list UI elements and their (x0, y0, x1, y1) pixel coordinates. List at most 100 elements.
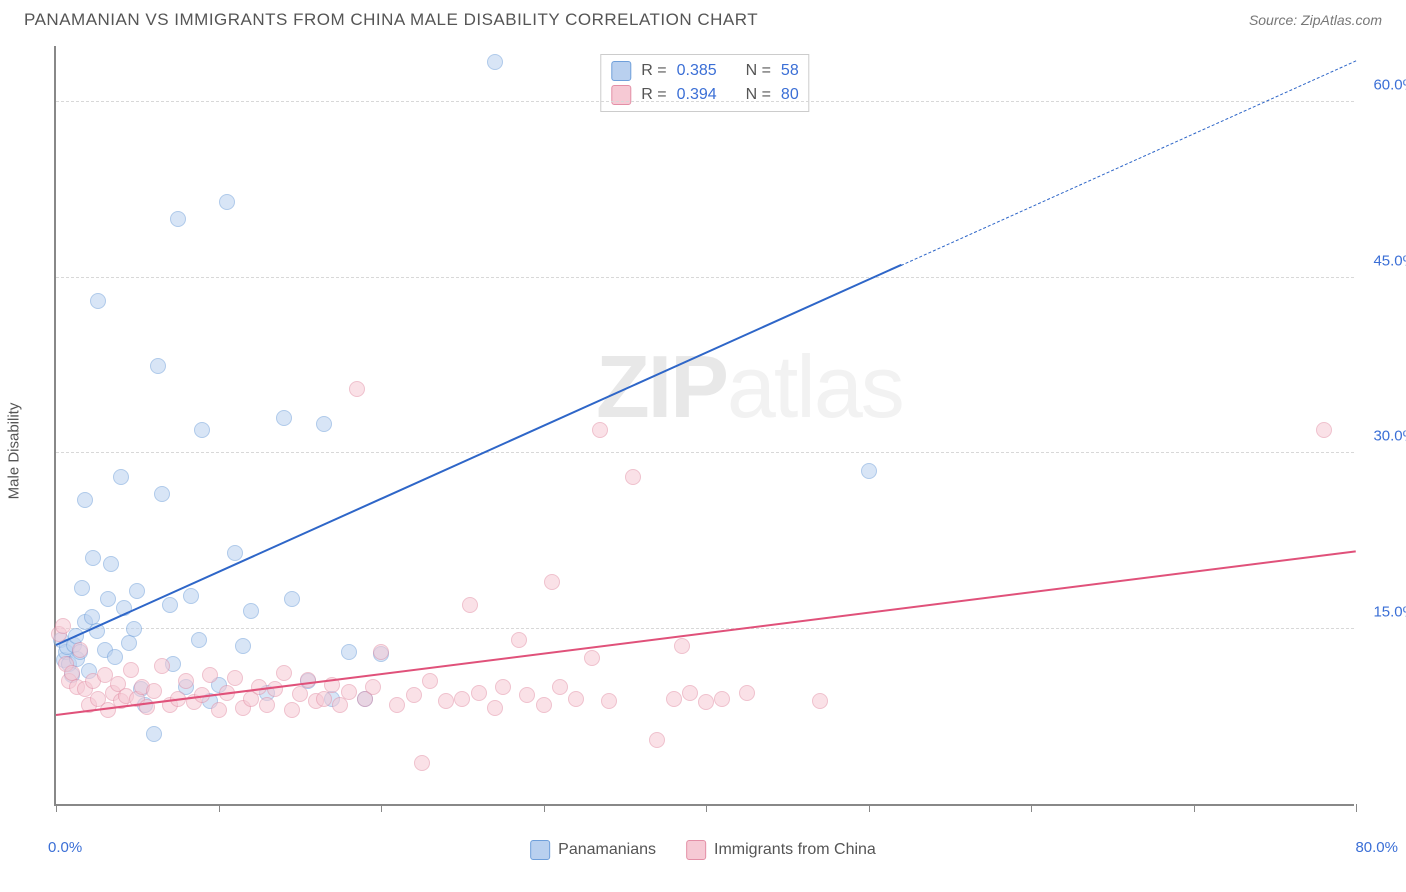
data-point (592, 422, 608, 438)
data-point (284, 702, 300, 718)
data-point (341, 644, 357, 660)
correlation-stats-box: R = 0.385 N = 58 R = 0.394 N = 80 (600, 54, 809, 112)
x-tick (869, 804, 870, 812)
data-point (85, 550, 101, 566)
x-tick (706, 804, 707, 812)
trend-line (901, 61, 1356, 267)
plot-area: ZIPatlas R = 0.385 N = 58 R = 0.394 N = … (54, 46, 1354, 806)
data-point (202, 667, 218, 683)
trend-line (56, 551, 1356, 717)
data-point (103, 556, 119, 572)
data-point (487, 54, 503, 70)
data-point (259, 697, 275, 713)
data-point (146, 726, 162, 742)
gridline (56, 452, 1354, 453)
gridline (56, 277, 1354, 278)
legend-swatch-0 (530, 840, 550, 860)
data-point (584, 650, 600, 666)
data-point (438, 693, 454, 709)
data-point (211, 702, 227, 718)
x-axis-min-label: 0.0% (48, 839, 82, 856)
stats-row-1: R = 0.394 N = 80 (611, 83, 798, 107)
data-point (162, 597, 178, 613)
source-name: ZipAtlas.com (1301, 12, 1382, 28)
data-point (170, 211, 186, 227)
data-point (422, 673, 438, 689)
stats-row-0: R = 0.385 N = 58 (611, 59, 798, 83)
data-point (191, 632, 207, 648)
y-tick-label: 15.0% (1373, 603, 1406, 620)
legend: Panamanians Immigrants from China (530, 840, 876, 860)
data-point (389, 697, 405, 713)
data-point (519, 687, 535, 703)
data-point (72, 642, 88, 658)
data-point (373, 644, 389, 660)
data-point (601, 693, 617, 709)
data-point (276, 410, 292, 426)
legend-item-1: Immigrants from China (686, 840, 876, 860)
data-point (698, 694, 714, 710)
legend-swatch-1 (686, 840, 706, 860)
r-label-0: R = (641, 62, 666, 80)
data-point (341, 684, 357, 700)
x-tick (381, 804, 382, 812)
r-value-0: 0.385 (677, 62, 717, 80)
data-point (300, 672, 316, 688)
data-point (284, 591, 300, 607)
data-point (178, 673, 194, 689)
data-point (1316, 422, 1332, 438)
data-point (235, 638, 251, 654)
x-tick (1031, 804, 1032, 812)
data-point (121, 635, 137, 651)
data-point (714, 691, 730, 707)
chart-header: PANAMANIAN VS IMMIGRANTS FROM CHINA MALE… (0, 0, 1406, 36)
data-point (292, 686, 308, 702)
n-value-0: 58 (781, 62, 799, 80)
series-swatch-0 (611, 61, 631, 81)
data-point (414, 755, 430, 771)
chart-title: PANAMANIAN VS IMMIGRANTS FROM CHINA MALE… (24, 10, 758, 30)
data-point (536, 697, 552, 713)
x-axis-max-label: 80.0% (1355, 839, 1398, 856)
data-point (487, 700, 503, 716)
x-tick (1194, 804, 1195, 812)
data-point (154, 486, 170, 502)
data-point (568, 691, 584, 707)
gridline (56, 101, 1354, 102)
data-point (219, 194, 235, 210)
data-point (227, 545, 243, 561)
gridline (56, 628, 1354, 629)
data-point (243, 603, 259, 619)
data-point (276, 665, 292, 681)
data-point (129, 583, 145, 599)
x-tick (544, 804, 545, 812)
data-point (100, 591, 116, 607)
legend-item-0: Panamanians (530, 840, 656, 860)
data-point (812, 693, 828, 709)
data-point (316, 691, 332, 707)
source-prefix: Source: (1249, 12, 1301, 28)
x-tick (219, 804, 220, 812)
data-point (471, 685, 487, 701)
watermark-right: atlas (727, 337, 903, 436)
data-point (74, 580, 90, 596)
chart-source: Source: ZipAtlas.com (1249, 12, 1382, 28)
chart-container: Male Disability ZIPatlas R = 0.385 N = 5… (0, 36, 1406, 866)
data-point (682, 685, 698, 701)
data-point (126, 621, 142, 637)
data-point (227, 670, 243, 686)
watermark: ZIPatlas (596, 336, 903, 438)
y-tick-label: 30.0% (1373, 428, 1406, 445)
data-point (861, 463, 877, 479)
data-point (739, 685, 755, 701)
data-point (113, 469, 129, 485)
data-point (625, 469, 641, 485)
data-point (666, 691, 682, 707)
data-point (674, 638, 690, 654)
data-point (649, 732, 665, 748)
x-tick (1356, 804, 1357, 812)
x-tick (56, 804, 57, 812)
data-point (511, 632, 527, 648)
data-point (316, 416, 332, 432)
y-tick-label: 45.0% (1373, 252, 1406, 269)
